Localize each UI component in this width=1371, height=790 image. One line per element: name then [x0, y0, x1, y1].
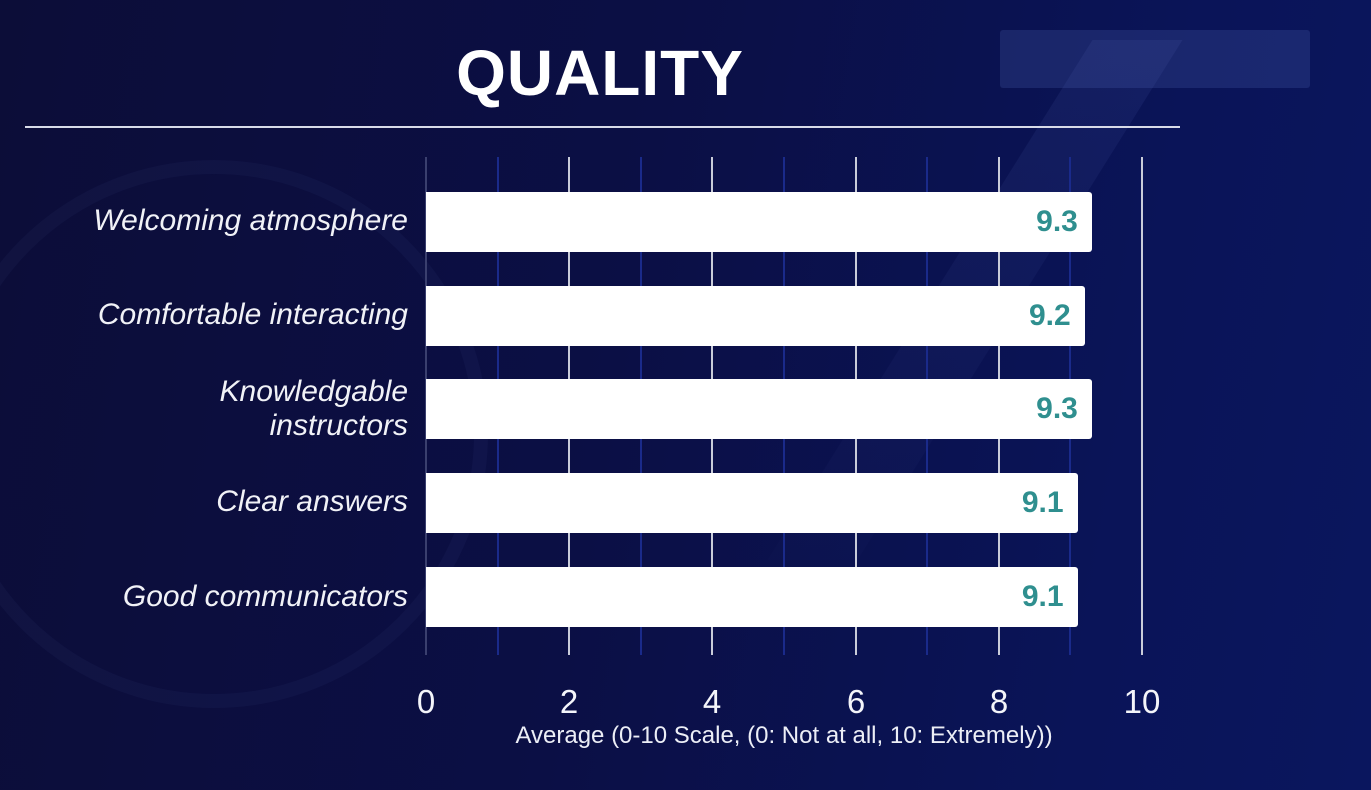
x-tick-0: 0	[416, 683, 436, 720]
bar-comfortable-interacting: 9.2	[426, 286, 1085, 346]
bar-welcoming-atmosphere: 9.3	[426, 192, 1092, 252]
x-tick-8: 8	[989, 683, 1009, 720]
category-label-clear-answers: Clear answers	[216, 485, 408, 518]
x-tick-6: 6	[846, 683, 866, 720]
category-label-good-communicators: Good communicators	[122, 580, 408, 613]
category-label-line: Knowledgable	[219, 375, 408, 408]
x-axis-label: Average (0-10 Scale, (0: Not at all, 10:…	[515, 722, 1053, 749]
category-label-comfortable-interacting: Comfortable interacting	[97, 298, 408, 331]
plot-area: 9.3 9.2 9.3 9.1 9.1	[425, 157, 1143, 655]
bar-knowledgable-instructors: 9.3	[426, 379, 1092, 439]
bar-value-label: 9.3	[1036, 205, 1078, 238]
bar-clear-answers: 9.1	[426, 473, 1078, 533]
bar-value-label: 9.1	[1021, 486, 1064, 519]
bar-value-label: 9.3	[1036, 392, 1078, 425]
category-label-welcoming-atmosphere: Welcoming atmosphere	[93, 204, 408, 237]
category-label-knowledgable-instructors: Knowledgable instructors	[220, 375, 408, 443]
category-label-line: instructors	[269, 409, 408, 442]
bar-value-label: 9.1	[1021, 580, 1064, 613]
bar-value-label: 9.2	[1029, 299, 1071, 332]
gridline-10	[1141, 157, 1143, 655]
title-divider	[25, 126, 1180, 128]
x-tick-10: 10	[1123, 683, 1161, 720]
bar-good-communicators: 9.1	[426, 567, 1078, 627]
x-tick-4: 4	[702, 683, 722, 720]
x-tick-2: 2	[559, 683, 579, 720]
chart-title: QUALITY	[456, 37, 744, 109]
